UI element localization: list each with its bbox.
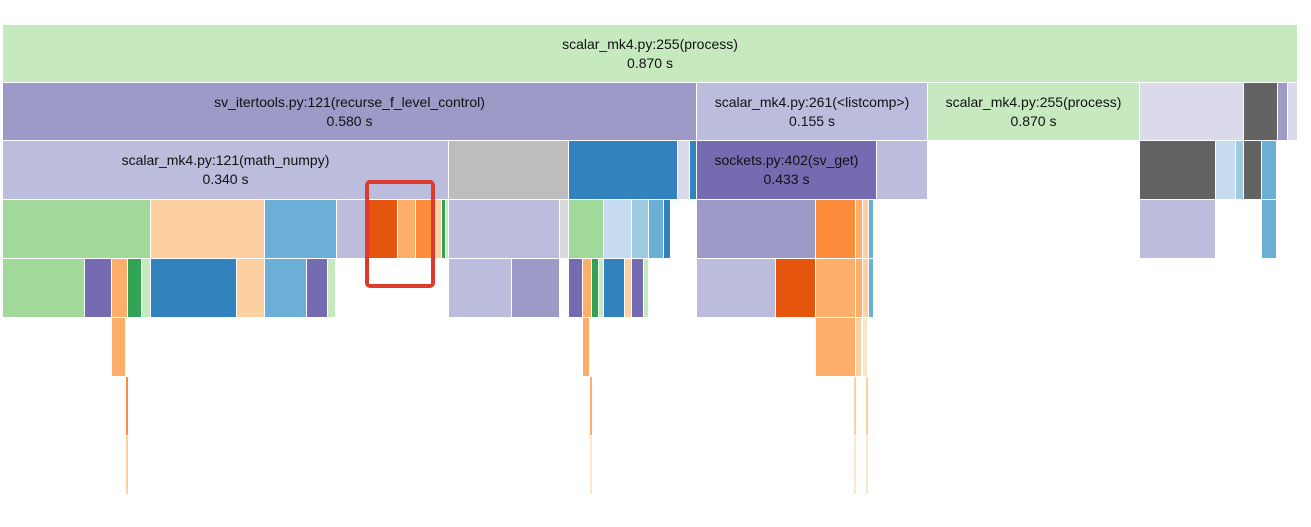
- frame-block[interactable]: [604, 259, 625, 317]
- frame-block[interactable]: [866, 436, 868, 494]
- frame-title: scalar_mk4.py:255(process): [945, 93, 1122, 110]
- frame-block[interactable]: [126, 436, 128, 494]
- frame-block[interactable]: [337, 200, 369, 258]
- frame-block[interactable]: [560, 200, 569, 258]
- frame-block[interactable]: [265, 259, 307, 317]
- frame-block[interactable]: [856, 259, 863, 317]
- frame-block[interactable]: [697, 259, 776, 317]
- frame-block[interactable]: [398, 200, 416, 258]
- frame-sv-get[interactable]: sockets.py:402(sv_get) 0.433 s: [697, 141, 877, 199]
- frame-block[interactable]: [1140, 83, 1244, 140]
- frame-block[interactable]: [604, 200, 632, 258]
- frame-block[interactable]: [151, 259, 237, 317]
- frame-block[interactable]: [649, 200, 664, 258]
- frame-block[interactable]: [856, 318, 862, 376]
- frame-block[interactable]: [237, 259, 265, 317]
- frame-block[interactable]: [569, 141, 678, 199]
- frame-block[interactable]: [3, 200, 151, 258]
- frame-block[interactable]: [1236, 141, 1244, 199]
- frame-block[interactable]: [446, 200, 449, 258]
- frame-block[interactable]: [112, 318, 126, 376]
- frame-block[interactable]: [328, 259, 336, 317]
- frame-block[interactable]: [449, 141, 569, 199]
- frame-block[interactable]: [863, 259, 869, 317]
- frame-block[interactable]: [569, 200, 604, 258]
- frame-time: 0.580 s: [326, 112, 373, 129]
- frame-block[interactable]: [590, 377, 592, 435]
- frame-block[interactable]: [1278, 83, 1288, 140]
- frame-process-nested[interactable]: scalar_mk4.py:255(process) 0.870 s: [928, 83, 1140, 140]
- frame-block[interactable]: [307, 259, 328, 317]
- frame-title: scalar_mk4.py:121(math_numpy): [121, 152, 330, 168]
- frame-block[interactable]: [151, 200, 265, 258]
- frame-block[interactable]: [816, 318, 856, 376]
- frame-recurse-f-level-control[interactable]: sv_itertools.py:121(recurse_f_level_cont…: [3, 83, 697, 140]
- frame-block[interactable]: [1244, 83, 1278, 140]
- frame-block[interactable]: [863, 318, 868, 376]
- frame-block[interactable]: [856, 200, 863, 258]
- frame-time: 0.340 s: [202, 171, 249, 187]
- frame-block[interactable]: [583, 318, 590, 376]
- frame-time: 0.870 s: [1010, 112, 1057, 129]
- frame-block[interactable]: [644, 259, 649, 317]
- frame-title: sockets.py:402(sv_get): [714, 152, 859, 168]
- frame-block[interactable]: [854, 377, 856, 435]
- frame-block[interactable]: [432, 200, 442, 258]
- frame-block[interactable]: [512, 259, 560, 317]
- frame-block[interactable]: [126, 377, 128, 435]
- frame-time: 0.433 s: [763, 171, 810, 187]
- frame-math-numpy[interactable]: scalar_mk4.py:121(math_numpy) 0.340 s: [3, 141, 449, 199]
- frame-block[interactable]: [697, 200, 816, 258]
- frame-block[interactable]: [664, 200, 671, 258]
- frame-block[interactable]: [416, 200, 432, 258]
- frame-block[interactable]: [265, 200, 337, 258]
- frame-block[interactable]: [128, 259, 142, 317]
- frame-block[interactable]: [449, 200, 560, 258]
- frame-block[interactable]: [1140, 141, 1216, 199]
- frame-block[interactable]: [599, 259, 604, 317]
- frame-block[interactable]: [1262, 200, 1277, 258]
- frame-block[interactable]: [142, 259, 151, 317]
- frame-title: scalar_mk4.py:255(process): [562, 35, 738, 52]
- frame-block[interactable]: [678, 141, 690, 199]
- frame-block[interactable]: [869, 259, 874, 317]
- frame-block[interactable]: [1216, 141, 1236, 199]
- frame-title: sv_itertools.py:121(recurse_f_level_cont…: [214, 93, 485, 110]
- frame-block[interactable]: [583, 259, 592, 317]
- frame-block[interactable]: [590, 436, 592, 494]
- frame-block[interactable]: [569, 259, 583, 317]
- frame-block[interactable]: [632, 259, 644, 317]
- frame-block[interactable]: [369, 200, 398, 258]
- frame-process-root[interactable]: scalar_mk4.py:255(process) 0.870 s: [3, 25, 1298, 82]
- frame-listcomp[interactable]: scalar_mk4.py:261(<listcomp>) 0.155 s: [697, 83, 928, 140]
- frame-time: 0.155 s: [789, 112, 835, 129]
- frame-block[interactable]: [863, 200, 869, 258]
- frame-block[interactable]: [3, 259, 85, 317]
- frame-block[interactable]: [816, 259, 856, 317]
- frame-block[interactable]: [1140, 200, 1216, 258]
- frame-block[interactable]: [632, 200, 649, 258]
- frame-block[interactable]: [866, 377, 868, 435]
- frame-time: 0.870 s: [627, 54, 673, 71]
- frame-block[interactable]: [592, 259, 599, 317]
- frame-block[interactable]: [1244, 141, 1262, 199]
- frame-block[interactable]: [877, 141, 928, 199]
- frame-block[interactable]: [442, 200, 446, 258]
- frame-block[interactable]: [1262, 141, 1277, 199]
- frame-block[interactable]: [1288, 83, 1298, 140]
- frame-block[interactable]: [869, 200, 874, 258]
- frame-block[interactable]: [816, 200, 856, 258]
- frame-block[interactable]: [449, 259, 512, 317]
- frame-block[interactable]: [85, 259, 112, 317]
- frame-block[interactable]: [690, 141, 697, 199]
- frame-title: scalar_mk4.py:261(<listcomp>): [714, 93, 910, 110]
- frame-block[interactable]: [854, 436, 856, 494]
- frame-block[interactable]: [625, 259, 632, 317]
- frame-block[interactable]: [776, 259, 816, 317]
- frame-block[interactable]: [112, 259, 128, 317]
